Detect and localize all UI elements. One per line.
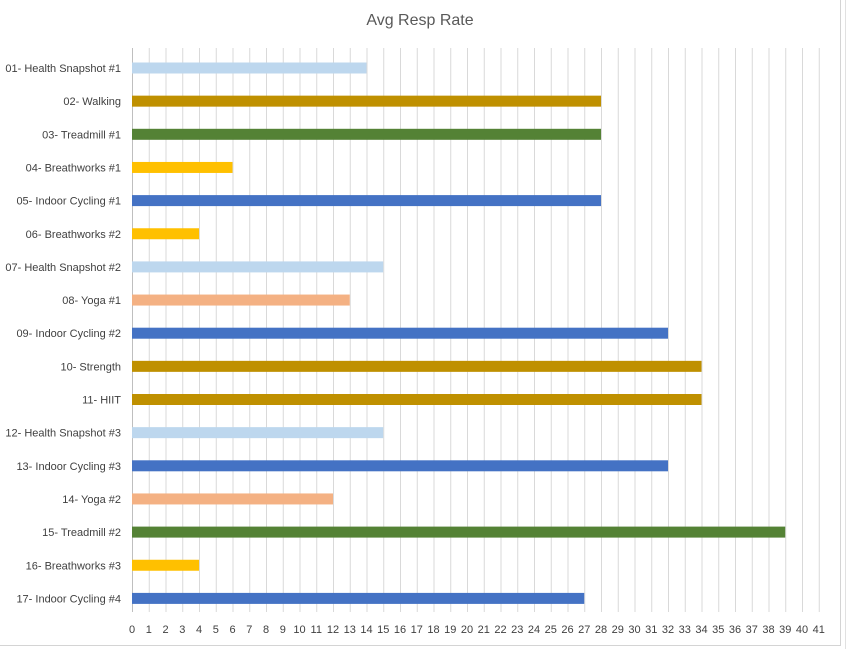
category-label: 02- Walking [63,96,121,108]
x-tick-label: 17 [411,624,423,636]
x-tick-label: 37 [746,624,758,636]
x-tick-label: 4 [196,624,202,636]
bar[interactable] [132,261,384,273]
bar[interactable] [132,460,668,472]
category-label: 06- Breathworks #2 [26,229,121,241]
x-tick-label: 19 [444,624,456,636]
bar[interactable] [132,161,233,173]
x-tick-label: 11 [311,624,322,636]
bar[interactable] [132,195,601,207]
category-label: 10- Strength [60,361,121,373]
x-tick-label: 6 [229,624,235,636]
x-tick-label: 18 [427,624,439,636]
x-tick-label: 23 [511,624,523,636]
bar[interactable] [132,427,384,439]
x-tick-label: 41 [813,624,825,636]
x-tick-label: 3 [179,624,185,636]
x-tick-label: 28 [595,624,607,636]
category-label: 08- Yoga #1 [62,295,121,307]
x-tick-label: 33 [679,624,691,636]
x-tick-label: 22 [494,624,506,636]
category-label: 12- Health Snapshot #3 [5,428,121,440]
x-tick-label: 9 [280,624,286,636]
x-tick-label: 26 [561,624,573,636]
x-tick-label: 24 [528,624,540,636]
x-tick-label: 40 [796,624,808,636]
x-tick-label: 13 [344,624,356,636]
x-tick-label: 30 [628,624,640,636]
x-tick-label: 27 [578,624,590,636]
x-tick-label: 1 [146,624,152,636]
x-tick-label: 5 [213,624,219,636]
x-tick-label: 0 [129,624,135,636]
x-tick-label: 25 [545,624,557,636]
bar[interactable] [132,493,333,505]
bar[interactable] [132,592,585,604]
x-tick-label: 14 [360,624,372,636]
category-label: 16- Breathworks #3 [26,560,121,572]
x-tick-label: 12 [327,624,339,636]
category-label: 09- Indoor Cycling #2 [16,328,121,340]
x-tick-label: 35 [712,624,724,636]
category-label: 13- Indoor Cycling #3 [16,461,121,473]
x-tick-label: 39 [779,624,791,636]
x-tick-label: 29 [612,624,624,636]
x-tick-label: 34 [695,624,707,636]
bar[interactable] [132,95,601,107]
category-label: 07- Health Snapshot #2 [5,262,121,274]
bar[interactable] [132,526,786,538]
bar[interactable] [132,327,668,339]
category-label: 01- Health Snapshot #1 [5,63,121,75]
x-tick-label: 38 [762,624,774,636]
bar[interactable] [132,228,199,240]
bar[interactable] [132,394,702,405]
x-tick-label: 10 [293,624,305,636]
category-label: 04- Breathworks #1 [26,162,121,174]
bar[interactable] [132,62,367,74]
x-tick-label: 36 [729,624,741,636]
x-tick-label: 2 [162,624,168,636]
bar[interactable] [132,360,702,372]
x-tick-label: 16 [394,624,406,636]
x-tick-label: 20 [461,624,473,636]
x-tick-label: 15 [377,624,389,636]
x-tick-label: 7 [246,624,252,636]
x-tick-label: 21 [478,624,490,636]
chart-title: Avg Resp Rate [366,12,474,29]
sheet-gridline [845,0,846,649]
category-label: 03- Treadmill #1 [42,129,121,141]
category-label: 17- Indoor Cycling #4 [16,593,121,605]
bar[interactable] [132,294,350,306]
x-tick-label: 32 [662,624,674,636]
x-tick-label: 31 [645,624,657,636]
category-label: 05- Indoor Cycling #1 [16,196,121,208]
category-label: 15- Treadmill #2 [42,527,121,539]
x-tick-label: 8 [263,624,269,636]
category-label: 11- HIIT [82,395,121,407]
category-label: 14- Yoga #2 [62,494,121,506]
bar[interactable] [132,128,601,140]
bar[interactable] [132,559,199,571]
